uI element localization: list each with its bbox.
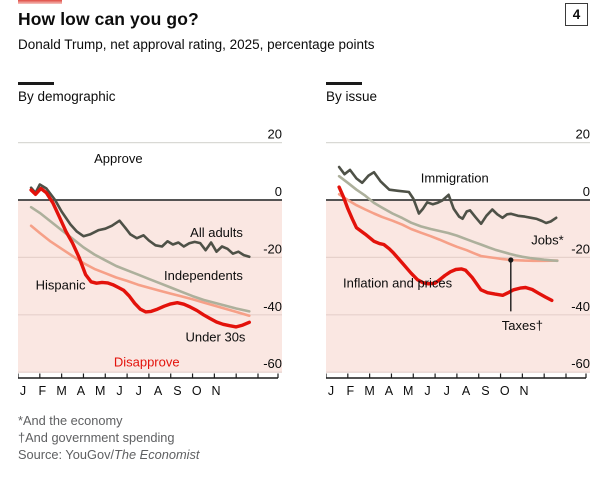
month-label-5: J: [424, 384, 430, 398]
month-label-6: J: [444, 384, 450, 398]
economist-red-tag: [18, 0, 62, 4]
month-label-6: J: [136, 384, 142, 398]
source-publication: The Economist: [114, 447, 200, 462]
series-taxes: [337, 193, 559, 263]
annotation-independents: Independents: [164, 268, 243, 283]
month-label-9: O: [192, 384, 202, 398]
month-label-4: M: [403, 384, 413, 398]
y-tick-label--60: -60: [571, 356, 590, 371]
month-label-3: A: [385, 384, 394, 398]
series-all-adults: [29, 183, 251, 259]
y-tick-label-20: 20: [576, 127, 590, 142]
month-label-0: J: [328, 384, 334, 398]
panel-by-issue: By issue 20 0 -20 -40 -60 J F M A M J J A S O N Immigrat…: [326, 0, 590, 402]
y-tick-label--60: -60: [263, 356, 282, 371]
y-tick-label--40: -40: [263, 299, 282, 314]
month-label-7: A: [462, 384, 471, 398]
month-label-1: F: [346, 384, 354, 398]
month-label-7: A: [154, 384, 163, 398]
month-label-2: M: [56, 384, 66, 398]
annotation-immigration: Immigration: [421, 170, 489, 185]
footnote-economy: *And the economy: [18, 413, 123, 428]
y-tick-label--40: -40: [571, 299, 590, 314]
month-label-3: A: [77, 384, 86, 398]
series-under-30s: [29, 186, 252, 329]
panel-by-demographic: By demographic 20 0 -20 -40 -60 J F M A M J J A S O N Ap…: [18, 0, 282, 402]
annotation-all-adults: All adults: [190, 225, 243, 240]
month-label-0: J: [20, 384, 26, 398]
disapprove-region: [18, 200, 282, 373]
slide-number: 4: [572, 7, 581, 22]
annotation-hispanic: Hispanic: [36, 278, 86, 293]
page-subtitle: Donald Trump, net approval rating, 2025,…: [18, 37, 375, 52]
panel-rule: [326, 82, 362, 85]
annotation-inflation-and-prices: Inflation and prices: [343, 276, 453, 291]
series-inflation-and-prices: [337, 185, 554, 303]
line-chart-by-issue: 200-20-40-60J F M A M J J A S O NImmigrationJobs*I…: [326, 127, 590, 398]
slide-number-box: 4: [565, 3, 588, 26]
series-jobs: [337, 174, 559, 263]
annotation-jobs: Jobs*: [531, 232, 564, 247]
marker-dot-taxes: [508, 257, 514, 263]
month-label-9: O: [500, 384, 510, 398]
annotation-disapprove: Disapprove: [114, 354, 180, 369]
month-label-10: N: [519, 384, 528, 398]
series-hispanic: [29, 224, 251, 317]
y-tick-label--20: -20: [263, 241, 282, 256]
annotation-under-30s: Under 30s: [185, 329, 245, 344]
y-tick-label-0: 0: [275, 184, 282, 199]
panel-title-by-issue: By issue: [326, 89, 378, 104]
month-label-4: M: [95, 384, 105, 398]
month-label-1: F: [38, 384, 46, 398]
footnotes: *And the economy †And government spendin…: [18, 412, 199, 463]
y-tick-label-20: 20: [268, 127, 282, 142]
y-tick-label-0: 0: [583, 184, 590, 199]
source-line: Source: YouGov/The Economist: [18, 446, 199, 463]
month-label-8: S: [173, 384, 181, 398]
source-prefix: Source: YouGov/: [18, 447, 115, 462]
month-label-5: J: [116, 384, 122, 398]
series-immigration: [337, 165, 558, 226]
page-title: How low can you go?: [18, 9, 199, 29]
annotation-taxes: Taxes†: [502, 318, 543, 333]
month-label-10: N: [211, 384, 220, 398]
y-tick-label--20: -20: [571, 241, 590, 256]
panel-title-by-demographic: By demographic: [18, 89, 116, 104]
disapprove-region: [326, 200, 590, 373]
month-label-2: M: [364, 384, 374, 398]
annotation-approve: Approve: [94, 151, 142, 166]
panel-rule: [18, 82, 54, 85]
month-label-8: S: [481, 384, 489, 398]
footnote-spending: †And government spending: [18, 430, 175, 445]
